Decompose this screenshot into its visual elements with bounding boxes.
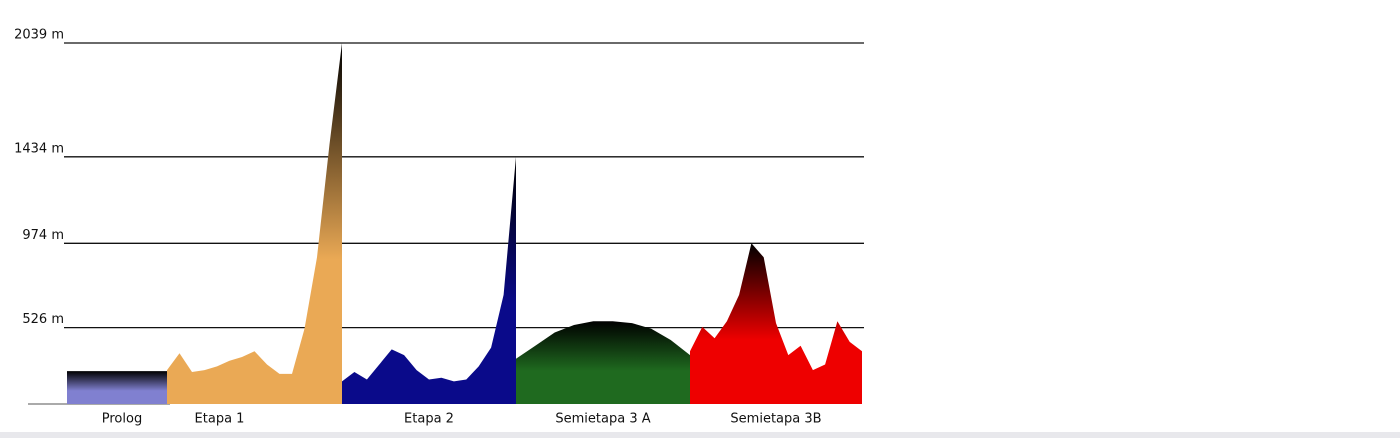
stage-label: Etapa 1: [195, 412, 245, 427]
elevation-area: [516, 321, 690, 404]
elevation-area: [167, 43, 342, 404]
stage-label: Semietapa 3 A: [555, 412, 650, 427]
elevation-area: [67, 371, 167, 404]
y-tick-label: 1434 m: [14, 141, 64, 156]
bottom-strip: [0, 432, 1400, 438]
y-tick-label: 526 m: [22, 312, 64, 327]
elevation-area: [690, 243, 862, 404]
stage-label: Etapa 2: [404, 412, 454, 427]
y-tick-label: 2039 m: [14, 27, 64, 42]
y-tick-label: 974 m: [22, 228, 64, 243]
stage-label: Semietapa 3B: [730, 412, 821, 427]
elevation-area: [342, 156, 516, 404]
stage-label: Prolog: [102, 412, 142, 427]
